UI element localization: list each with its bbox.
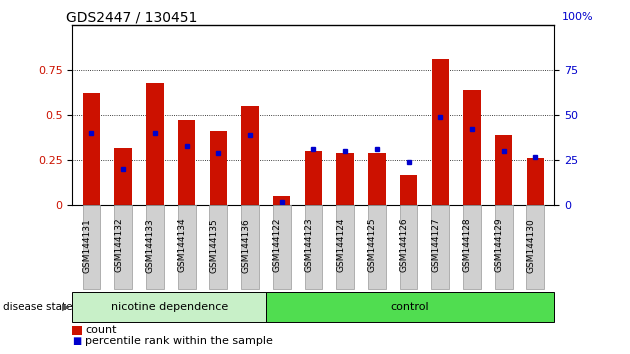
Text: count: count [85,325,117,335]
Text: GSM144135: GSM144135 [209,218,219,273]
Bar [115,148,132,205]
Bar [495,135,512,205]
Text: ▶: ▶ [62,302,69,312]
Text: GSM144131: GSM144131 [83,218,91,273]
Text: GSM144134: GSM144134 [178,218,186,273]
Bar [432,59,449,205]
Text: 100%: 100% [561,12,593,22]
Bar [400,175,417,205]
Text: GSM144130: GSM144130 [527,218,536,273]
Bar [146,82,164,205]
Text: GSM144122: GSM144122 [273,218,282,272]
Bar [210,131,227,205]
Text: control: control [391,302,430,312]
Bar [241,106,259,205]
Text: GSM144125: GSM144125 [368,218,377,273]
Text: GSM144123: GSM144123 [304,218,314,273]
Bar [463,90,481,205]
Text: nicotine dependence: nicotine dependence [110,302,228,312]
Bar [368,153,386,205]
Bar [178,120,195,205]
Text: GDS2447 / 130451: GDS2447 / 130451 [66,11,198,25]
Bar [83,93,100,205]
Text: GSM144136: GSM144136 [241,218,250,273]
Text: GSM144133: GSM144133 [146,218,155,273]
Text: disease state: disease state [3,302,72,312]
Text: percentile rank within the sample: percentile rank within the sample [85,336,273,346]
Text: GSM144132: GSM144132 [114,218,123,273]
Text: GSM144126: GSM144126 [399,218,408,273]
Bar [336,153,354,205]
Text: GSM144127: GSM144127 [432,218,440,273]
Text: GSM144124: GSM144124 [336,218,345,272]
Bar [305,151,322,205]
Text: ■: ■ [72,336,81,346]
Text: GSM144129: GSM144129 [495,218,503,273]
Bar [527,158,544,205]
Bar [273,196,290,205]
Text: GSM144128: GSM144128 [463,218,472,273]
